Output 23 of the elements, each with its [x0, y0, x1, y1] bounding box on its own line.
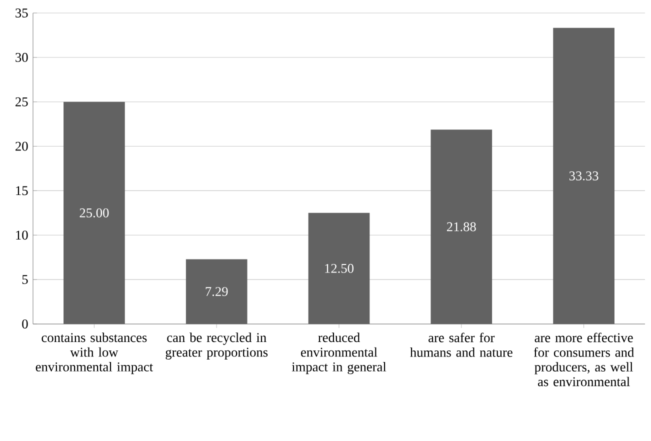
x-tick-label: are more effective for consumers and producers, as well as environmental — [534, 332, 634, 386]
bar — [430, 130, 492, 324]
x-tick-label: reduced environmental impact in general — [292, 332, 386, 374]
y-tick-label: 30 — [16, 52, 28, 62]
data-label: 12.50 — [325, 264, 354, 273]
y-tick-label: 15 — [16, 186, 28, 196]
bar — [308, 212, 370, 324]
x-tick-label: contains substances with low environmental impact — [36, 332, 154, 374]
y-tick-label: 0 — [22, 319, 28, 328]
data-label: 33.33 — [569, 171, 598, 180]
y-tick-label: 35 — [16, 8, 28, 18]
bar — [186, 259, 248, 324]
data-label: 25.00 — [80, 208, 109, 218]
y-tick-label: 10 — [16, 230, 28, 240]
x-tick-label: are safer for humans and nature — [410, 332, 512, 357]
x-tick-label: can be recycled in greater proportions — [166, 332, 268, 360]
bar — [553, 28, 614, 324]
bar — [64, 102, 125, 324]
y-tick-label: 5 — [22, 275, 28, 284]
data-label: 7.29 — [206, 287, 228, 296]
data-label: 21.88 — [446, 222, 476, 232]
y-tick-label: 20 — [16, 142, 28, 151]
y-tick-label: 25 — [16, 97, 28, 106]
